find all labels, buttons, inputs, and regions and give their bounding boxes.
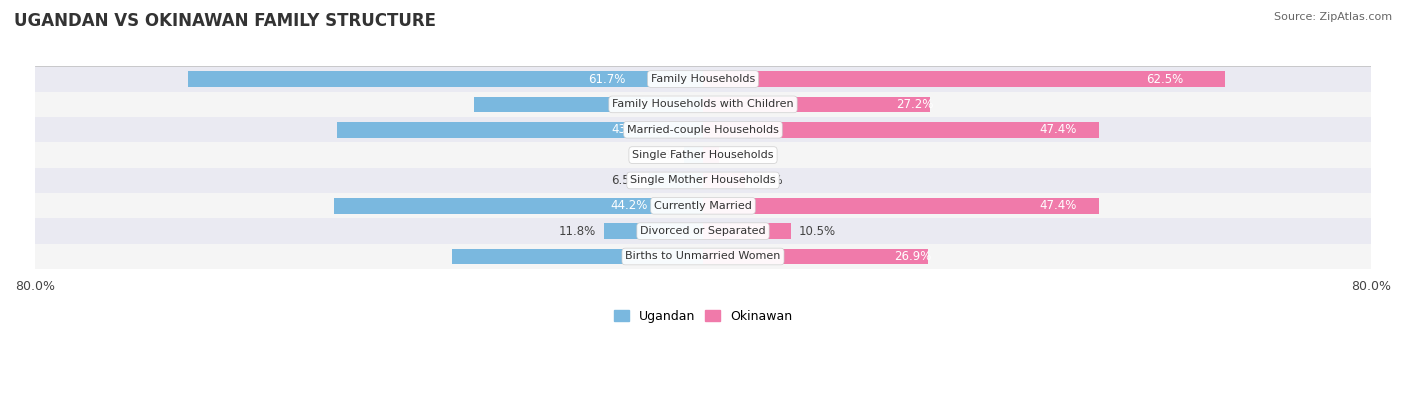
Text: 5.0%: 5.0%: [754, 174, 783, 187]
Text: 61.7%: 61.7%: [588, 73, 626, 86]
Text: 30.1%: 30.1%: [628, 250, 665, 263]
Text: 47.4%: 47.4%: [1039, 199, 1077, 212]
Bar: [703, 71, 1225, 87]
Text: 6.5%: 6.5%: [610, 174, 640, 187]
Text: Divorced or Separated: Divorced or Separated: [640, 226, 766, 236]
Bar: [648, 173, 703, 188]
Text: 62.5%: 62.5%: [1147, 73, 1184, 86]
Text: 47.4%: 47.4%: [1039, 123, 1077, 136]
Bar: [474, 96, 703, 112]
Text: 27.4%: 27.4%: [631, 98, 669, 111]
Bar: [703, 173, 745, 188]
Bar: [35, 143, 1371, 168]
Text: 44.2%: 44.2%: [610, 199, 648, 212]
Text: 26.9%: 26.9%: [894, 250, 931, 263]
Text: Births to Unmarried Women: Births to Unmarried Women: [626, 252, 780, 261]
Bar: [35, 66, 1371, 92]
Bar: [703, 122, 1099, 137]
Bar: [35, 193, 1371, 218]
Bar: [703, 198, 1099, 214]
Text: 10.5%: 10.5%: [799, 225, 837, 238]
Text: Single Father Households: Single Father Households: [633, 150, 773, 160]
Bar: [35, 92, 1371, 117]
Bar: [703, 248, 928, 264]
Text: Single Mother Households: Single Mother Households: [630, 175, 776, 185]
Bar: [605, 223, 703, 239]
Text: 1.9%: 1.9%: [727, 149, 756, 162]
Text: 27.2%: 27.2%: [896, 98, 934, 111]
Bar: [188, 71, 703, 87]
Bar: [35, 168, 1371, 193]
Bar: [335, 198, 703, 214]
Bar: [683, 147, 703, 163]
Bar: [35, 244, 1371, 269]
Text: Family Households: Family Households: [651, 74, 755, 84]
Text: Source: ZipAtlas.com: Source: ZipAtlas.com: [1274, 12, 1392, 22]
Bar: [703, 223, 790, 239]
Text: UGANDAN VS OKINAWAN FAMILY STRUCTURE: UGANDAN VS OKINAWAN FAMILY STRUCTURE: [14, 12, 436, 30]
Text: Family Households with Children: Family Households with Children: [612, 100, 794, 109]
Bar: [703, 96, 931, 112]
Bar: [35, 117, 1371, 143]
Bar: [703, 147, 718, 163]
Text: 2.3%: 2.3%: [645, 149, 675, 162]
Bar: [337, 122, 703, 137]
Text: Married-couple Households: Married-couple Households: [627, 125, 779, 135]
Legend: Ugandan, Okinawan: Ugandan, Okinawan: [609, 305, 797, 328]
Text: 11.8%: 11.8%: [558, 225, 596, 238]
Text: Currently Married: Currently Married: [654, 201, 752, 211]
Text: 43.8%: 43.8%: [612, 123, 648, 136]
Bar: [451, 248, 703, 264]
Bar: [35, 218, 1371, 244]
